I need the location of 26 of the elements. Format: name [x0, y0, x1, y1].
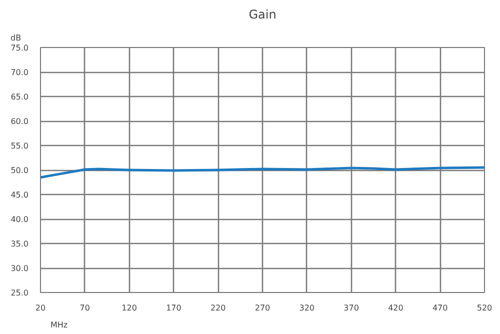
x-tick-label: 170 [166, 304, 182, 312]
y-tick-label: 25.0 [10, 288, 28, 298]
x-tick-label: 220 [210, 304, 226, 312]
line-series [40, 166, 484, 179]
x-tick-label: 270 [254, 304, 270, 312]
x-tick-label: 520 [476, 304, 492, 312]
x-tick-label: 470 [432, 304, 448, 312]
y-tick-label: 55.0 [10, 142, 28, 150]
y-tick-label: 75.0 [10, 44, 28, 52]
y-tick-label: 35.0 [10, 240, 28, 248]
x-tick-label: 320 [299, 304, 315, 312]
x-tick-label: 20 [35, 304, 46, 312]
x-axis-title: MHz [50, 320, 68, 330]
x-tick-label: 70 [80, 304, 90, 312]
y-tick-label: 40.0 [10, 215, 28, 224]
y-tick-label: 65.0 [10, 92, 28, 102]
chart-title: Gain [248, 8, 276, 22]
y-tick-label: 60.0 [10, 117, 28, 126]
x-tick-label: 420 [388, 304, 404, 312]
y-tick-label: 45.0 [10, 190, 28, 200]
x-tick-label: 370 [344, 304, 359, 312]
y-tick-label: 70.0 [10, 68, 28, 77]
y-axis-title: dB [10, 34, 22, 42]
x-tick-label: 120 [122, 304, 137, 312]
y-tick-label: 50.0 [10, 166, 28, 175]
y-tick-label: 30.0 [10, 264, 28, 273]
